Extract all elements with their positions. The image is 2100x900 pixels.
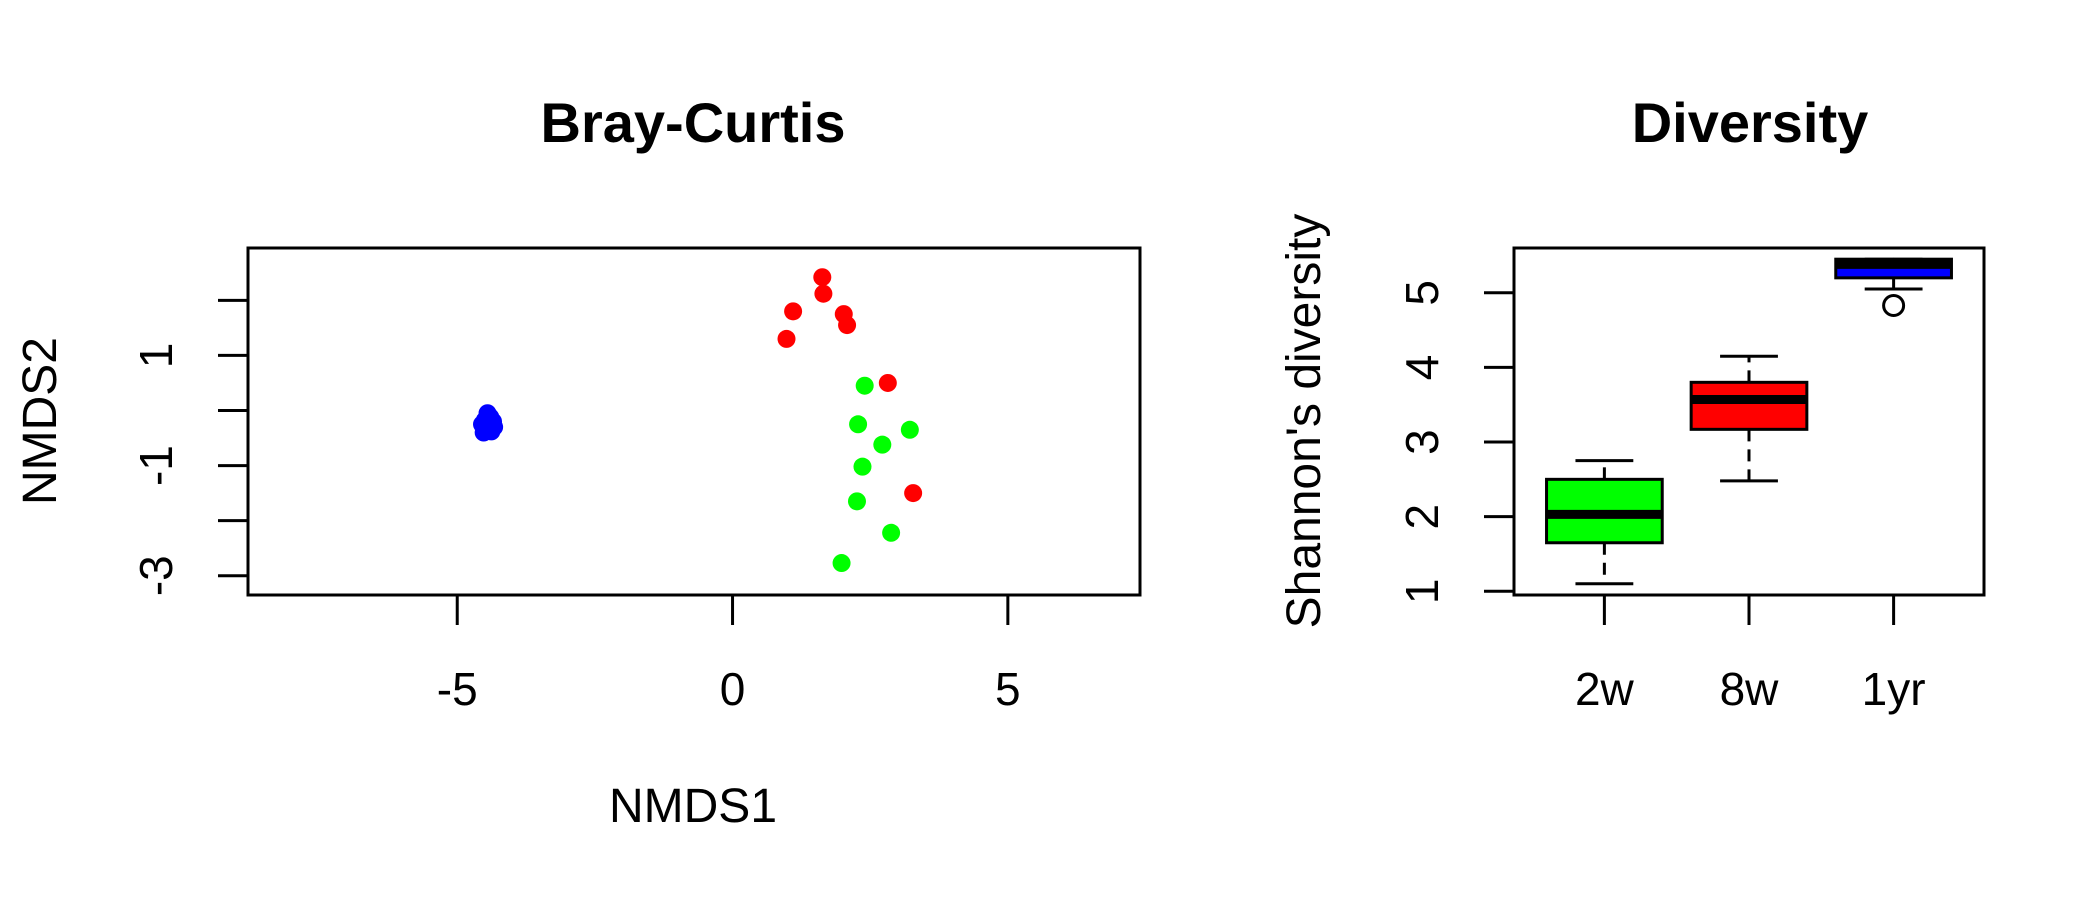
diversity-y-label: Shannon's diversity bbox=[1278, 214, 1331, 629]
nmds-point bbox=[474, 423, 493, 442]
nmds-point bbox=[784, 302, 803, 321]
nmds-point bbox=[904, 484, 923, 503]
nmds-point bbox=[847, 492, 866, 511]
nmds-title: Bray-Curtis bbox=[541, 91, 846, 154]
nmds-y-tick-label: -3 bbox=[130, 555, 182, 596]
nmds-x-tick-label: 0 bbox=[720, 663, 746, 715]
box-outlier bbox=[1882, 293, 1906, 317]
nmds-x-label: NMDS1 bbox=[609, 780, 777, 833]
nmds-x-axis: -5 0 5 bbox=[437, 593, 1021, 715]
nmds-y-axis: -3 -1 1 bbox=[130, 298, 250, 596]
diversity-y-tick-label: 5 bbox=[1396, 280, 1448, 306]
diversity-x-tick-label: 2w bbox=[1575, 663, 1635, 715]
diversity-box-1yr bbox=[1834, 257, 1953, 317]
nmds-point bbox=[814, 284, 833, 303]
nmds-y-tick-label: 1 bbox=[130, 343, 182, 369]
diversity-y-tick-label: 4 bbox=[1396, 355, 1448, 381]
diversity-boxes bbox=[1545, 257, 1953, 586]
nmds-point bbox=[882, 523, 901, 542]
diversity-y-tick-label: 1 bbox=[1396, 578, 1448, 604]
nmds-point bbox=[777, 329, 796, 348]
diversity-y-tick-label: 3 bbox=[1396, 429, 1448, 455]
nmds-point bbox=[838, 316, 857, 335]
diversity-y-axis: 1 2 3 4 5 bbox=[1396, 280, 1516, 604]
nmds-point bbox=[853, 457, 872, 476]
nmds-point bbox=[855, 376, 874, 395]
diversity-x-axis: 2w 8w 1yr bbox=[1575, 595, 1926, 715]
nmds-x-tick-label: 5 bbox=[995, 663, 1021, 715]
nmds-y-tick-label: -1 bbox=[130, 445, 182, 486]
nmds-panel: Bray-Curtis -5 0 5 -3 -1 1 NMDS1 NMDS2 bbox=[14, 91, 1142, 833]
nmds-point bbox=[832, 554, 851, 573]
diversity-box-8w bbox=[1689, 354, 1809, 483]
nmds-point bbox=[878, 373, 897, 392]
nmds-y-label: NMDS2 bbox=[14, 337, 67, 505]
nmds-point bbox=[849, 415, 868, 434]
diversity-y-tick-label: 2 bbox=[1396, 504, 1448, 530]
diversity-title: Diversity bbox=[1632, 91, 1869, 154]
diversity-panel: Diversity 2w 8w 1yr 1 2 3 4 5 Shannon's divers… bbox=[1278, 91, 1986, 715]
diversity-x-tick-label: 1yr bbox=[1862, 663, 1926, 715]
nmds-frame bbox=[246, 246, 1142, 597]
nmds-point bbox=[813, 268, 832, 287]
nmds-plot-area: -5 0 5 -3 -1 1 bbox=[130, 246, 1142, 715]
diversity-box-2w bbox=[1545, 459, 1664, 586]
nmds-x-tick-label: -5 bbox=[437, 663, 478, 715]
diversity-plot-area: 2w 8w 1yr 1 2 3 4 5 bbox=[1396, 246, 1986, 715]
nmds-point bbox=[900, 420, 919, 439]
nmds-points bbox=[473, 268, 923, 573]
nmds-point bbox=[873, 435, 892, 454]
box-body bbox=[1689, 380, 1809, 431]
diversity-x-tick-label: 8w bbox=[1720, 663, 1780, 715]
